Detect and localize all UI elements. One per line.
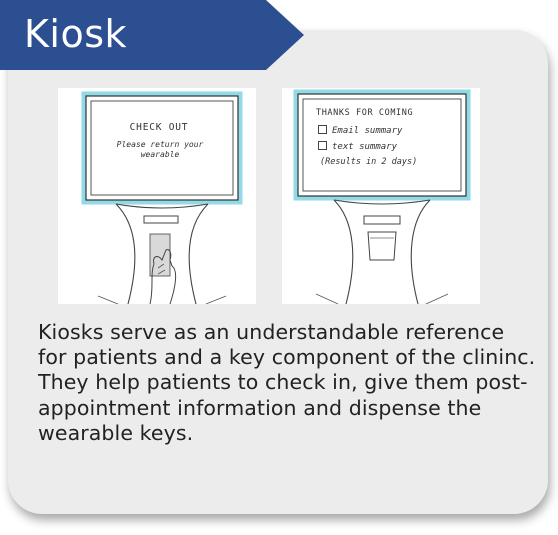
kiosk-description: Kiosks serve as an understandable refere… bbox=[38, 320, 536, 445]
results-note: (Results in 2 days) bbox=[320, 157, 418, 167]
email-summary-option: Email summary bbox=[318, 125, 402, 137]
text-summary-label: text summary bbox=[332, 142, 398, 152]
page-title: Kiosk bbox=[24, 12, 128, 56]
kiosk-drawing-checkout bbox=[81, 91, 243, 304]
checkout-instruction: Please return your wearable bbox=[116, 140, 204, 159]
title-banner: Kiosk bbox=[0, 0, 304, 70]
checkbox-icon bbox=[318, 125, 327, 134]
kiosk-drawing-thanks bbox=[293, 89, 471, 304]
text-summary-option: text summary bbox=[318, 141, 397, 153]
banner-shape bbox=[0, 0, 304, 70]
checkbox-icon bbox=[318, 141, 327, 150]
email-summary-label: Email summary bbox=[332, 126, 403, 136]
sketch-checkout-kiosk: CHECK OUT Please return your wearable bbox=[58, 88, 256, 304]
checkout-heading: CHECK OUT bbox=[129, 122, 189, 133]
thanks-heading: THANKS FOR COMING bbox=[316, 108, 414, 118]
sketch-thanks-kiosk: THANKS FOR COMING Email summary text sum… bbox=[282, 88, 480, 304]
